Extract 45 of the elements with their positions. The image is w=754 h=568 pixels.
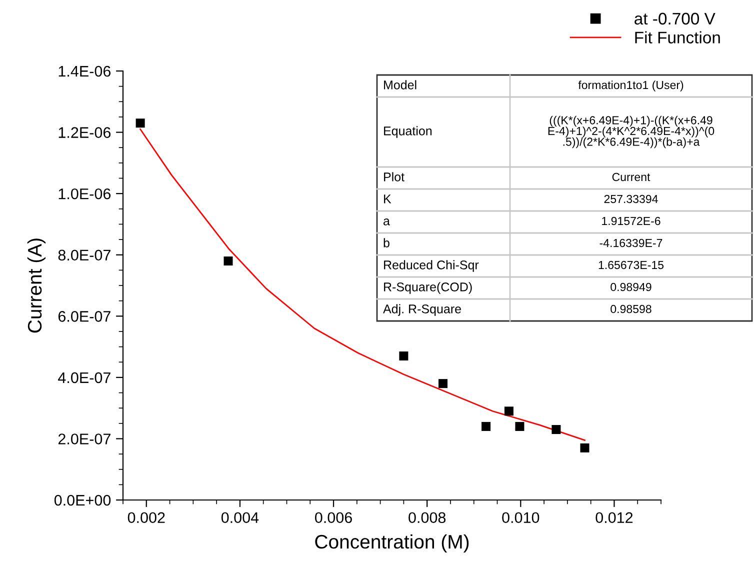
legend-label: Fit Function bbox=[635, 31, 720, 44]
annotation: formation1to1 (User) bbox=[578, 80, 684, 92]
y-tick-label: 8.0E-07 bbox=[58, 250, 110, 261]
annotation: 0.98949 bbox=[610, 282, 652, 292]
annotation: Reduced Chi-Sqr bbox=[384, 260, 479, 272]
annotation: a bbox=[384, 218, 390, 226]
y-tick-label: 1.2E-06 bbox=[58, 127, 111, 138]
annotation: Model bbox=[384, 80, 416, 90]
annotation: 0.98598 bbox=[610, 304, 652, 314]
x-tick-label: 0.010 bbox=[502, 512, 540, 524]
annotation: 1.65673E-15 bbox=[598, 260, 664, 270]
point bbox=[552, 425, 561, 434]
annotation: Current bbox=[612, 172, 650, 182]
y-tick-label: 1.4E-06 bbox=[58, 66, 111, 77]
point bbox=[399, 351, 408, 360]
annotation: (((K*(x+6.49E-4)+1)-((K*(x+6.49 E-4)+1)^2-(4*K^2*6.49E-4*x))^(0 .5))/(2*K*6.49E-4))*(b-a)+a bbox=[548, 116, 714, 148]
legend-label: at -0.700 V bbox=[634, 12, 716, 25]
x-tick-label: 0.006 bbox=[315, 512, 352, 524]
point bbox=[438, 379, 448, 388]
point bbox=[515, 422, 524, 431]
annotation: b bbox=[384, 238, 390, 248]
x-tick-label: 0.012 bbox=[596, 512, 633, 524]
annotation: -4.16339E-7 bbox=[600, 238, 662, 248]
x-tick-label: 0.008 bbox=[408, 512, 446, 524]
point bbox=[136, 118, 145, 128]
y-tick-label: 2.0E-07 bbox=[58, 434, 110, 444]
y-tick-label: 6.0E-07 bbox=[58, 311, 110, 322]
point bbox=[482, 422, 491, 431]
point bbox=[224, 256, 233, 266]
annotation: Adj. R-Square bbox=[383, 304, 461, 316]
point bbox=[504, 406, 514, 416]
annotation: 1.91572E-6 bbox=[602, 216, 660, 226]
y-tick-label: 0.0E+00 bbox=[54, 494, 111, 506]
annotation: Plot bbox=[384, 172, 404, 182]
x-axis-title: Concentration (M) bbox=[315, 534, 469, 552]
y-axis-title: Current (A) bbox=[27, 238, 46, 333]
x-tick-label: 0.004 bbox=[221, 512, 259, 524]
point bbox=[580, 443, 590, 452]
y-tick-label: 4.0E-07 bbox=[58, 372, 110, 384]
annotation: Equation bbox=[384, 126, 432, 138]
annotation: 257.33394 bbox=[604, 194, 658, 204]
annotation: K bbox=[384, 194, 392, 204]
y-tick-label: 1.0E-06 bbox=[58, 188, 111, 200]
annotation: R-Square(COD) bbox=[384, 282, 472, 294]
x-tick-label: 0.002 bbox=[128, 512, 165, 524]
